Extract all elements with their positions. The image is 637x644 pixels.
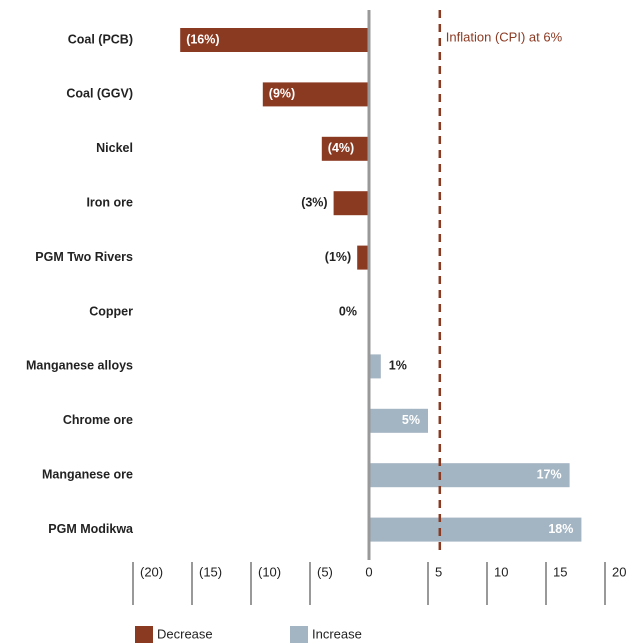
category-label: Chrome ore [63,413,133,427]
bar [333,191,369,216]
x-tick-label: (15) [199,564,222,579]
bar [321,136,369,161]
bar [369,463,570,488]
bar [369,408,428,433]
legend-label: Increase [312,626,362,641]
category-label: Coal (GGV) [66,87,133,101]
value-label: (3%) [301,195,327,209]
legend-swatch [290,626,308,643]
value-label: 17% [537,467,562,481]
x-tick-label: 15 [553,564,567,579]
category-label: Copper [89,304,133,318]
category-label: Nickel [96,141,133,155]
category-label: Manganese ore [42,467,133,481]
category-label: PGM Two Rivers [35,250,133,264]
value-label: 5% [402,413,420,427]
annotation: Inflation (CPI) at 6% [446,29,563,44]
value-label: 1% [389,359,407,373]
value-label: (9%) [269,87,295,101]
x-tick-label: (20) [140,564,163,579]
value-label: 0% [339,304,357,318]
value-label: (1%) [325,250,351,264]
category-label: Manganese alloys [26,359,133,373]
x-tick-label: 5 [435,564,442,579]
bar [369,517,582,542]
value-label: (4%) [328,141,354,155]
x-tick-label: 10 [494,564,508,579]
x-tick-label: (10) [258,564,281,579]
legend-label: Decrease [157,626,213,641]
bar [369,354,381,379]
category-label: Iron ore [86,195,133,209]
value-label: (16%) [186,32,219,46]
bar [180,28,369,52]
x-tick-label: 0 [365,564,372,579]
category-label: PGM Modikwa [48,522,134,536]
bar [262,82,369,107]
x-tick-label: 20 [612,564,626,579]
bar [357,245,369,270]
legend-swatch [135,626,153,643]
category-label: Coal (PCB) [68,32,133,46]
x-tick-label: (5) [317,564,333,579]
value-label: 18% [548,522,573,536]
